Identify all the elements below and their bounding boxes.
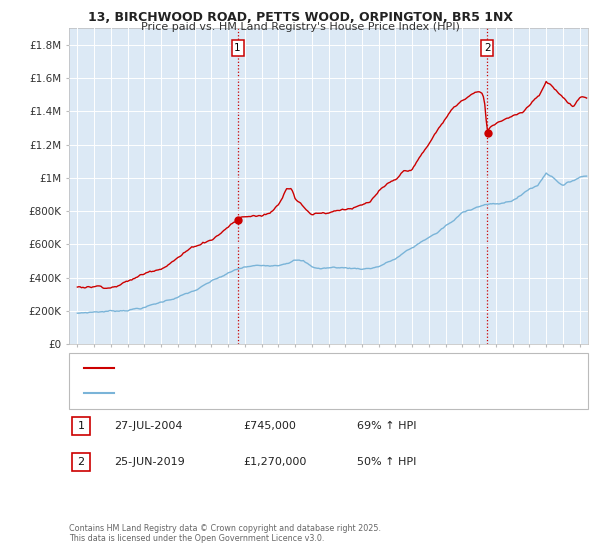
Text: 13, BIRCHWOOD ROAD, PETTS WOOD, ORPINGTON, BR5 1NX: 13, BIRCHWOOD ROAD, PETTS WOOD, ORPINGTO… [88, 11, 512, 24]
Text: 2: 2 [77, 457, 85, 467]
Text: 69% ↑ HPI: 69% ↑ HPI [357, 421, 416, 431]
Text: Price paid vs. HM Land Registry's House Price Index (HPI): Price paid vs. HM Land Registry's House … [140, 22, 460, 32]
Text: £1,270,000: £1,270,000 [243, 457, 307, 467]
Text: 2: 2 [484, 43, 491, 53]
Text: £745,000: £745,000 [243, 421, 296, 431]
Text: 1: 1 [234, 43, 241, 53]
Text: Contains HM Land Registry data © Crown copyright and database right 2025.
This d: Contains HM Land Registry data © Crown c… [69, 524, 381, 543]
Text: HPI: Average price, detached house, Bromley: HPI: Average price, detached house, Brom… [120, 388, 341, 398]
Text: 1: 1 [77, 421, 85, 431]
Text: 13, BIRCHWOOD ROAD, PETTS WOOD, ORPINGTON, BR5 1NX (detached house): 13, BIRCHWOOD ROAD, PETTS WOOD, ORPINGTO… [120, 363, 508, 374]
Text: 27-JUL-2004: 27-JUL-2004 [114, 421, 182, 431]
Text: 50% ↑ HPI: 50% ↑ HPI [357, 457, 416, 467]
Text: 25-JUN-2019: 25-JUN-2019 [114, 457, 185, 467]
